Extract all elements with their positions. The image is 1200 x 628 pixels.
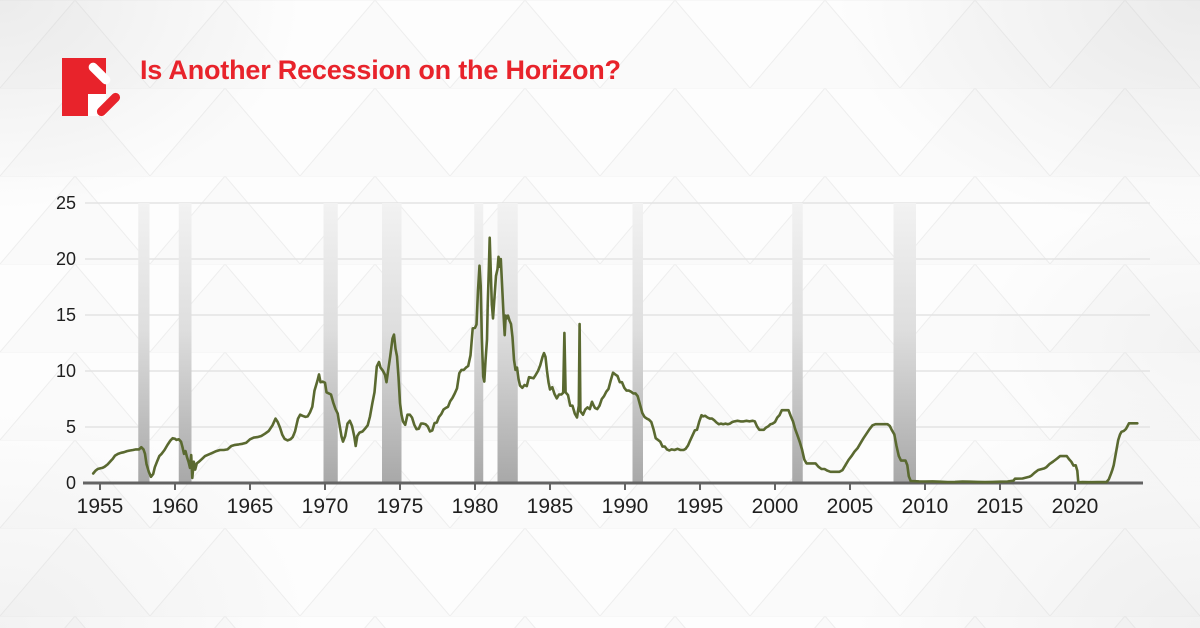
- y-axis-tick-label: 5: [66, 417, 76, 437]
- x-axis-tick-label: 1960: [152, 495, 199, 518]
- recession-band: [497, 203, 518, 483]
- recession-band: [792, 203, 803, 483]
- x-axis-tick-label: 2005: [827, 495, 874, 518]
- recession-band: [893, 203, 916, 483]
- recession-band: [138, 203, 150, 483]
- header: Is Another Recession on the Horizon?: [62, 55, 621, 118]
- x-axis-tick-label: 1955: [77, 495, 124, 518]
- y-axis-tick-label: 25: [56, 193, 76, 213]
- y-axis-tick-label: 0: [66, 473, 76, 493]
- recession-band: [178, 203, 192, 483]
- x-axis-tick-label: 1975: [377, 495, 424, 518]
- recession-band: [474, 203, 484, 483]
- recession-band: [632, 203, 643, 483]
- x-axis-tick-label: 2000: [752, 495, 799, 518]
- brand-logo-icon: [62, 58, 122, 118]
- y-axis-tick-label: 10: [56, 361, 76, 381]
- x-axis-tick-label: 1990: [602, 495, 649, 518]
- recession-band: [323, 203, 338, 483]
- x-axis-tick-label: 1995: [677, 495, 724, 518]
- y-axis-tick-label: 20: [56, 249, 76, 269]
- x-axis-tick-label: 1965: [227, 495, 274, 518]
- x-axis-tick-label: 1985: [527, 495, 574, 518]
- rate-line: [91, 236, 1139, 484]
- x-axis-tick-label: 2010: [902, 495, 949, 518]
- x-axis-tick-label: 2015: [977, 495, 1024, 518]
- y-axis-tick-label: 15: [56, 305, 76, 325]
- x-axis-tick-label: 2020: [1052, 495, 1099, 518]
- x-axis-tick-label: 1970: [302, 495, 349, 518]
- x-axis-tick-label: 1980: [452, 495, 499, 518]
- page-title: Is Another Recession on the Horizon?: [140, 55, 621, 85]
